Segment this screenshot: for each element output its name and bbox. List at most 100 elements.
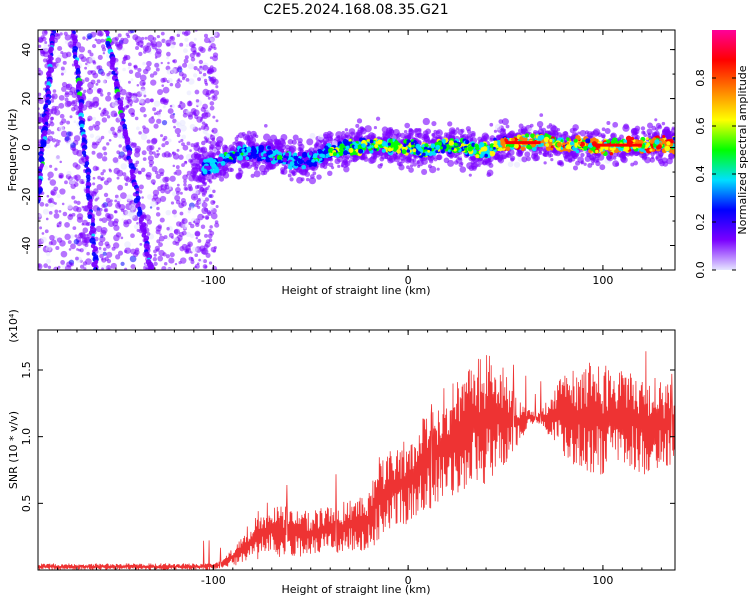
ridge-core: [672, 136, 675, 141]
ridge-core: [208, 157, 214, 164]
ridge-halo: [549, 124, 557, 132]
noise-speck: [167, 138, 172, 143]
noise-speck: [114, 199, 118, 203]
ridge-core: [302, 153, 307, 158]
noise-speck: [58, 174, 63, 179]
ridge-core: [550, 145, 554, 149]
noise-speck: [111, 101, 118, 108]
ridge-halo: [416, 132, 422, 138]
noise-speck: [132, 251, 139, 258]
ridge-halo: [317, 134, 324, 141]
ridge-halo: [398, 152, 404, 158]
noise-speck: [172, 118, 177, 124]
ridge-core: [358, 148, 364, 154]
noise-speck: [114, 61, 119, 66]
noise-speck: [70, 262, 74, 267]
ridge-halo: [587, 163, 593, 168]
ridge-halo: [344, 134, 349, 139]
noise-speck: [47, 177, 51, 181]
ridge-halo: [328, 162, 334, 168]
noise-speck: [71, 106, 76, 112]
ridge-core: [451, 147, 455, 150]
noise-speck: [78, 46, 86, 53]
noise-speck: [100, 93, 104, 97]
noise-speck: [99, 236, 106, 243]
ridge-core: [649, 139, 655, 144]
noise-speck: [55, 155, 61, 161]
noise-speck: [90, 70, 97, 76]
noise-speck: [45, 217, 49, 221]
noise-speck: [201, 112, 209, 120]
noise-speck: [132, 142, 137, 147]
spectrogram-xtick-label: 100: [592, 274, 613, 287]
ridge-halo: [216, 136, 224, 144]
ridge-core: [342, 150, 349, 156]
noise-speck: [200, 75, 205, 79]
noise-speck: [171, 209, 177, 215]
noise-speck: [82, 36, 86, 40]
ridge-halo: [427, 155, 435, 162]
noise-speck: [149, 73, 155, 78]
ridge-core: [234, 151, 240, 157]
ridge-halo: [409, 164, 414, 168]
ridge-core: [489, 150, 496, 157]
ridge-halo: [586, 131, 593, 138]
noise-speck: [64, 233, 71, 241]
snr-ytick-label: 1.5: [20, 361, 33, 379]
noise-speck: [127, 80, 131, 84]
ridge-core: [595, 149, 599, 154]
colorbar-tick-label: 0.6: [694, 117, 707, 135]
noise-speck: [102, 146, 107, 151]
noise-speck: [78, 248, 81, 252]
spectrogram-ytick-label: 0: [20, 144, 33, 151]
noise-speck: [199, 65, 203, 69]
noise-speck: [193, 66, 198, 71]
streak-point: [90, 217, 96, 222]
noise-speck: [210, 212, 218, 220]
noise-speck: [185, 247, 192, 254]
noise-speck: [114, 194, 119, 199]
noise-speck: [82, 246, 87, 250]
noise-speck: [176, 221, 182, 227]
ridge-halo: [641, 153, 648, 160]
noise-speck: [141, 36, 145, 41]
ridge-halo: [253, 170, 261, 178]
noise-speck: [73, 120, 77, 124]
noise-speck: [169, 114, 175, 119]
noise-speck: [125, 32, 130, 37]
ridge-halo: [658, 150, 664, 157]
ridge-halo: [289, 177, 294, 182]
streak-point: [84, 164, 89, 168]
noise-speck: [209, 225, 213, 229]
noise-speck: [100, 226, 108, 234]
ridge-core: [338, 151, 344, 157]
ridge-halo: [553, 133, 557, 137]
noise-speck: [54, 144, 58, 148]
noise-speck: [200, 259, 204, 263]
ridge-halo: [631, 134, 635, 138]
ridge-core: [293, 152, 298, 157]
noise-speck: [94, 38, 98, 42]
noise-speck: [101, 117, 108, 123]
ridge-core: [531, 146, 537, 152]
noise-speck: [203, 259, 208, 264]
ridge-halo: [212, 189, 216, 194]
ridge-core: [630, 136, 635, 141]
ridge-core: [339, 143, 345, 149]
spectrogram-frame: [37, 29, 676, 271]
ridge-halo: [205, 186, 209, 191]
noise-speck: [72, 162, 79, 168]
noise-speck: [189, 52, 195, 58]
ridge-halo: [580, 152, 585, 158]
ridge-halo: [215, 141, 221, 147]
ridge-core: [282, 157, 288, 163]
noise-speck: [187, 78, 195, 85]
noise-speck: [64, 97, 69, 102]
noise-speck: [91, 150, 96, 155]
ridge-halo: [513, 161, 521, 168]
noise-speck: [105, 265, 112, 270]
noise-speck: [189, 149, 192, 152]
ridge-core: [401, 149, 407, 155]
ridge-core: [657, 144, 662, 150]
